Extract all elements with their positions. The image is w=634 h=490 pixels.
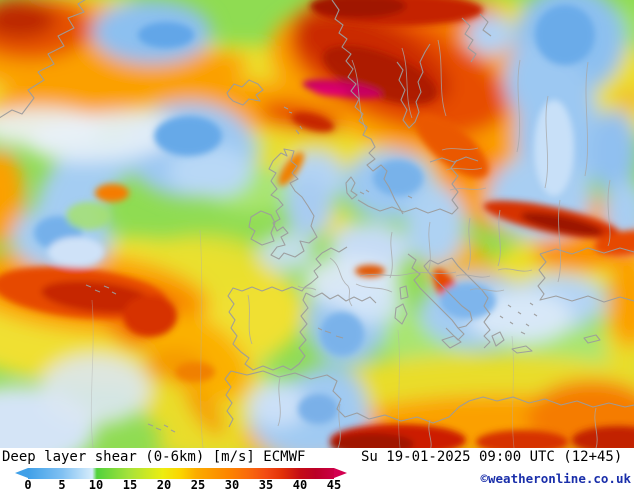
colorbar-tick-label: 20: [156, 478, 172, 490]
colorbar-tick-label: 0: [24, 478, 32, 490]
legend-datetime: Su 19-01-2025 09:00 UTC (12+45): [361, 449, 623, 465]
colorbar-tick-label: 45: [326, 478, 342, 490]
coastlines: [0, 0, 634, 433]
copyright-link[interactable]: ©weatheronline.co.uk: [480, 471, 631, 486]
colorbar-left-arrow: [15, 468, 28, 478]
legend-bar: Deep layer shear (0-6km) [m/s] ECMWF Su …: [0, 448, 634, 490]
colorbar-gradient: [28, 468, 334, 479]
colorbar-tick-label: 40: [292, 478, 308, 490]
colorbar-tick-label: 25: [190, 478, 206, 490]
colorbar-tick-label: 15: [122, 478, 138, 490]
shear-field-cores: [0, 0, 634, 448]
colorbar-tick-label: 35: [258, 478, 274, 490]
legend-title: Deep layer shear (0-6km) [m/s] ECMWF: [2, 449, 306, 465]
colorbar-tick-label: 30: [224, 478, 240, 490]
shear-field-svg: [0, 0, 634, 448]
colorbar-tick-label: 10: [88, 478, 104, 490]
colorbar-tick-label: 5: [58, 478, 66, 490]
colorbar: 0 5 10 15 20 25 30 35 40 45: [15, 468, 355, 490]
colorbar-right-arrow: [334, 468, 347, 478]
colorbar-ticks: 0 5 10 15 20 25 30 35 40 45: [24, 478, 341, 490]
country-borders: [247, 39, 611, 448]
graticule-lines: [90, 229, 515, 448]
colorbar-row: [15, 468, 347, 479]
shear-map: [0, 0, 634, 448]
